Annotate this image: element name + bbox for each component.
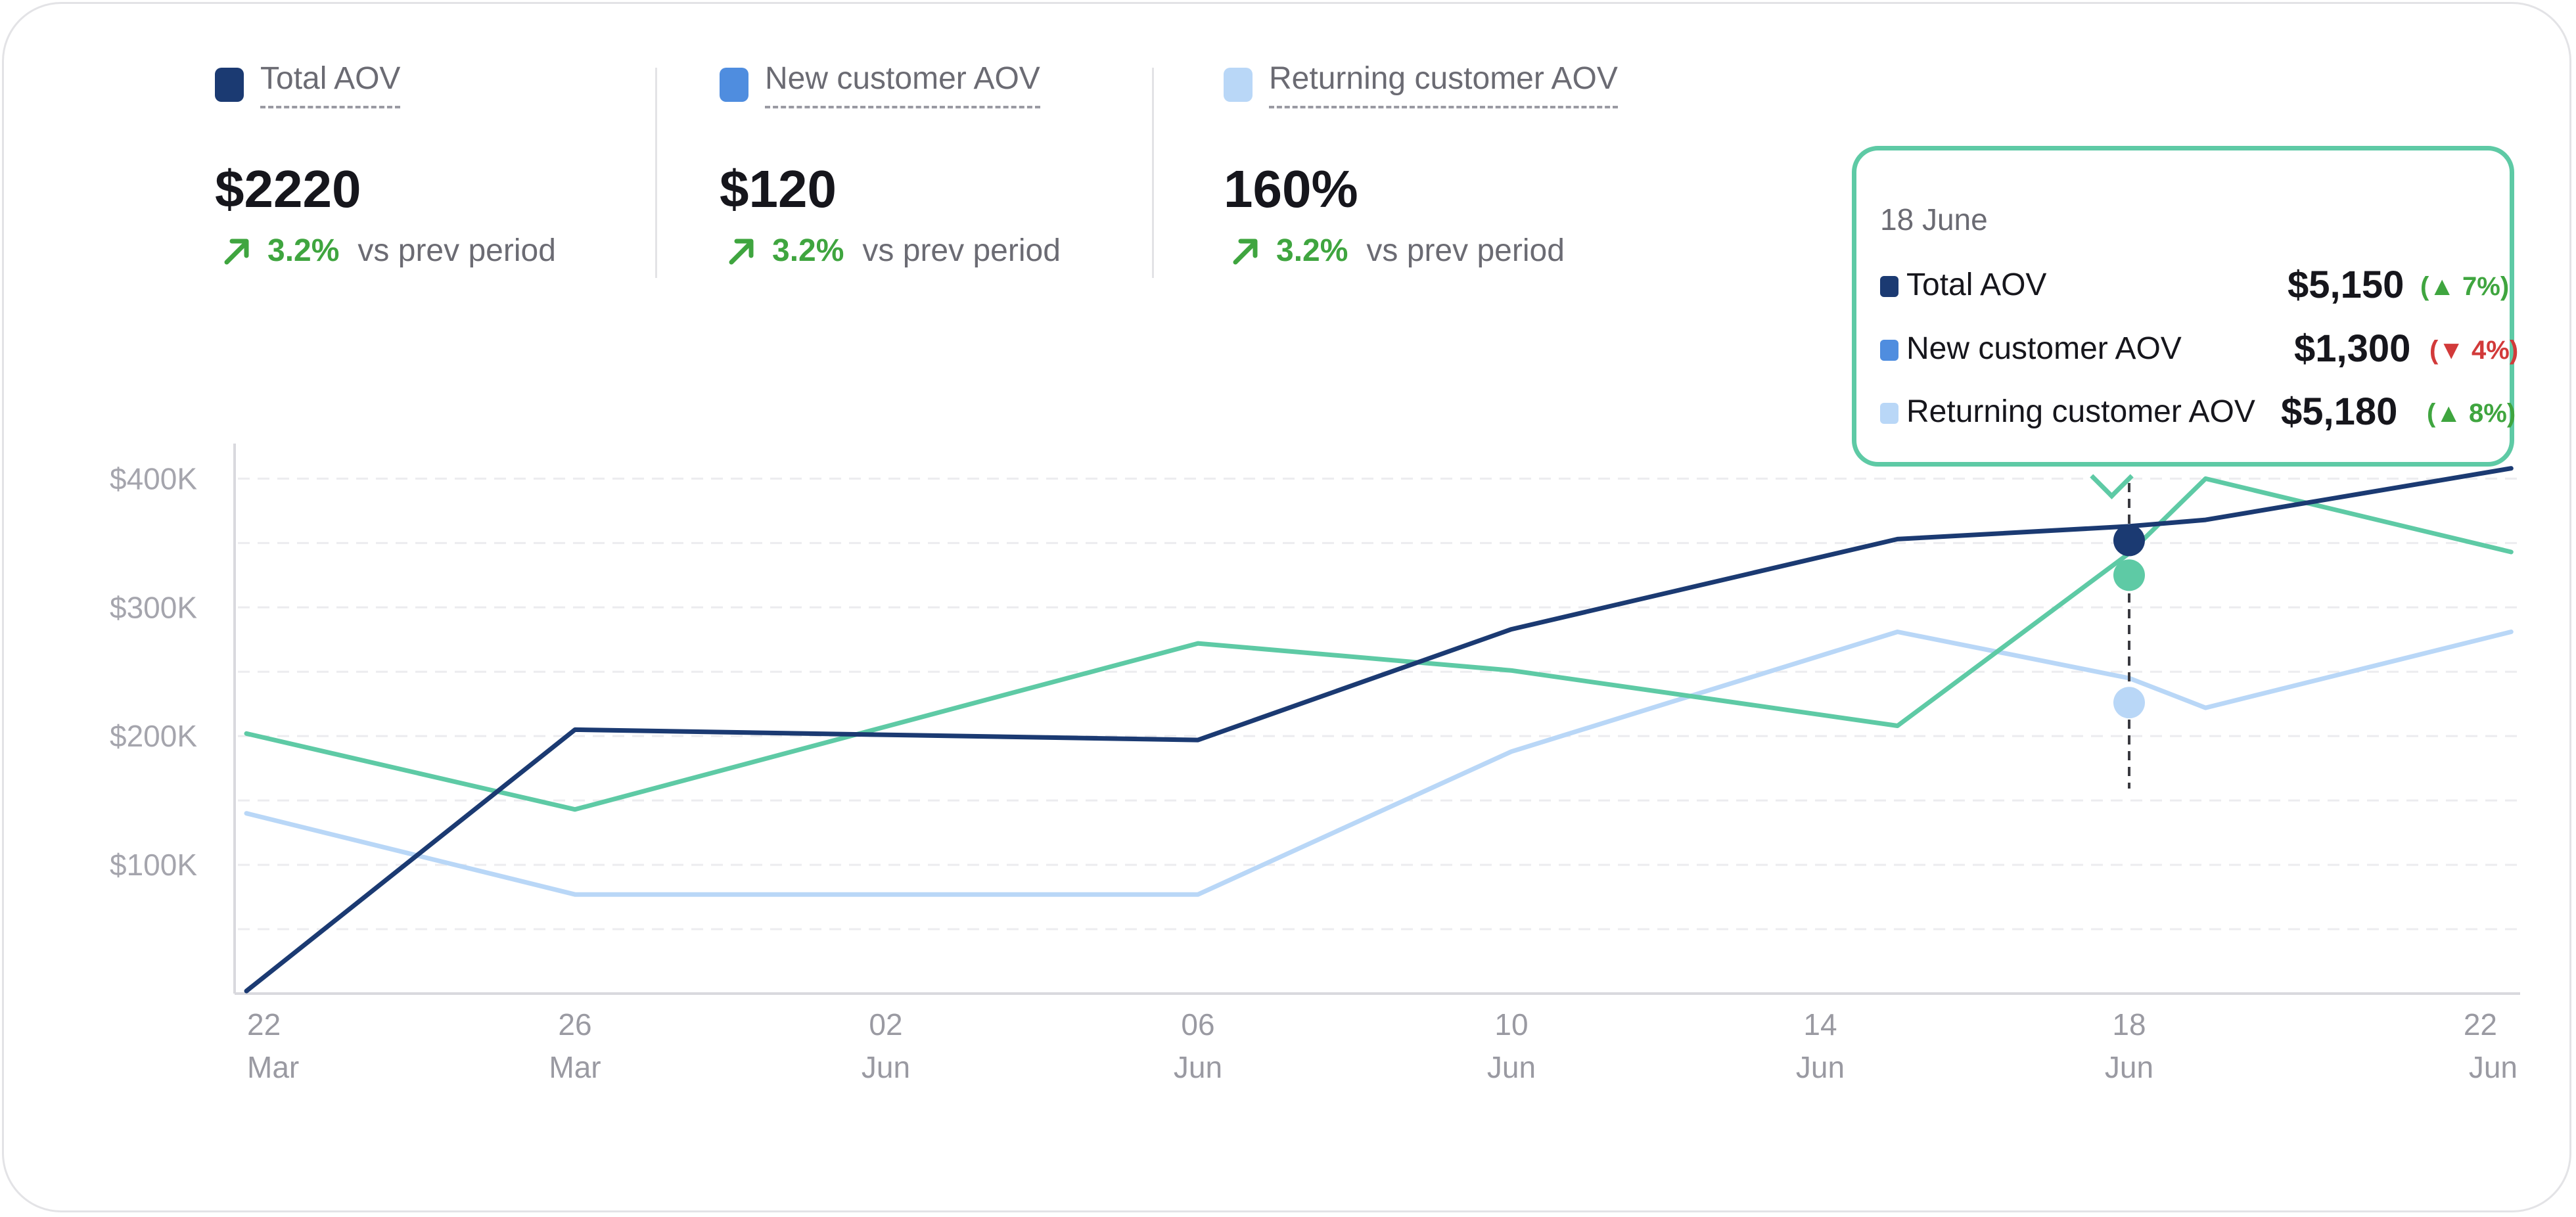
- x-tick: 18 Jun: [2105, 1007, 2153, 1084]
- kpi-label[interactable]: Total AOV: [260, 60, 401, 108]
- arrow-up-right-icon: [224, 239, 249, 264]
- tooltip-series-name: New customer AOV: [1906, 331, 2182, 366]
- legend-swatch-total: [215, 67, 244, 102]
- arrow-up-right-icon: [729, 239, 754, 264]
- x-tick-day: 18: [2112, 1007, 2146, 1042]
- x-tick: 22 Jun: [2464, 1007, 2518, 1084]
- chart-grid: [238, 477, 2520, 930]
- y-tick-label: $400K: [110, 461, 197, 495]
- kpi-change-percent: 3.2%: [1276, 233, 1348, 268]
- triangle-up-icon: ▲: [2429, 272, 2455, 301]
- tooltip-series-change: (▲ 8%): [2427, 399, 2516, 428]
- kpi-label[interactable]: New customer AOV: [765, 60, 1040, 108]
- series-line-teal: [244, 476, 2514, 812]
- kpi-divider: [1152, 68, 1154, 278]
- tooltip-series-name: Returning customer AOV: [1906, 394, 2255, 429]
- tooltip-change-value: 8%: [2469, 399, 2507, 428]
- tooltip-row-total: Total AOV $5,150 (▲ 7%): [1880, 264, 2509, 306]
- arrow-up-right-icon: [1233, 239, 1258, 264]
- tooltip-series-name: Total AOV: [1906, 267, 2047, 302]
- x-tick-month: Jun: [2469, 1050, 2518, 1084]
- kpi-change-percent: 3.2%: [772, 233, 844, 268]
- x-tick-month: Jun: [1487, 1050, 1536, 1084]
- x-tick-day: 14: [1803, 1007, 1837, 1042]
- x-tick-month: Jun: [2105, 1050, 2153, 1084]
- triangle-down-icon: ▼: [2438, 336, 2464, 365]
- x-tick-month: Mar: [247, 1050, 299, 1084]
- kpi-divider: [655, 68, 657, 278]
- chart-series: [244, 466, 2514, 994]
- x-tick: 26 Mar: [549, 1007, 601, 1084]
- kpi-value: $120: [720, 160, 837, 218]
- y-tick-label: $100K: [110, 848, 197, 882]
- hover-markers: [2113, 524, 2145, 719]
- tooltip-change-value: 4%: [2472, 336, 2510, 365]
- x-tick: 22 Mar: [247, 1007, 299, 1084]
- tooltip-series-value: $5,150: [2288, 264, 2404, 306]
- kpi-value: $2220: [215, 160, 361, 218]
- x-tick: 02 Jun: [862, 1007, 910, 1084]
- x-axis-ticks: 22 Mar 26 Mar 02 Jun 06 Jun 10 Jun 14 Jun 18 Jun 22 Jun: [247, 1007, 2518, 1084]
- y-axis-ticks: $100K $200K $300K $400K: [110, 461, 197, 882]
- x-tick: 06 Jun: [1174, 1007, 1222, 1084]
- tooltip-series-value: $1,300: [2294, 327, 2411, 370]
- x-tick: 14 Jun: [1796, 1007, 1845, 1084]
- x-tick-month: Jun: [1796, 1050, 1845, 1084]
- kpi-new-customer-aov[interactable]: New customer AOV $120 3.2% vs prev perio…: [720, 60, 1061, 268]
- kpi-change: 3.2% vs prev period: [1230, 233, 1565, 269]
- triangle-up-icon: ▲: [2435, 399, 2462, 428]
- kpi-change-suffix: vs prev period: [1366, 233, 1565, 268]
- kpi-change: 3.2% vs prev period: [221, 233, 556, 269]
- x-tick-day: 06: [1181, 1007, 1214, 1042]
- tooltip-date: 18 June: [1880, 202, 1988, 237]
- chart-tooltip: 18 June Total AOV $5,150 (▲ 7%) New cust…: [1852, 146, 2518, 467]
- kpi-label[interactable]: Returning customer AOV: [1269, 60, 1618, 108]
- tooltip-swatch: [1880, 403, 1898, 424]
- kpi-returning-customer-aov[interactable]: Returning customer AOV 160% 3.2% vs prev…: [1224, 60, 1618, 268]
- kpi-change-percent: 3.2%: [267, 233, 340, 268]
- legend-swatch-returning: [1224, 67, 1253, 102]
- x-tick-day: 02: [869, 1007, 902, 1042]
- y-tick-label: $200K: [110, 719, 197, 753]
- series-line-returning: [244, 630, 2514, 897]
- tooltip-row-new: New customer AOV $1,300 (▼ 4%): [1880, 327, 2518, 370]
- x-tick: 10 Jun: [1487, 1007, 1536, 1084]
- x-tick-day: 26: [558, 1007, 591, 1042]
- hover-marker-returning: [2113, 687, 2145, 719]
- kpi-total-aov[interactable]: Total AOV $2220 3.2% vs prev period: [215, 60, 556, 268]
- kpi-value: 160%: [1224, 160, 1358, 218]
- tooltip-change-value: 7%: [2462, 272, 2500, 301]
- kpi-change: 3.2% vs prev period: [726, 233, 1061, 269]
- x-tick-day: 22: [247, 1007, 281, 1042]
- x-tick-day: 22: [2464, 1007, 2497, 1042]
- x-tick-month: Jun: [1174, 1050, 1222, 1084]
- hover-marker-teal: [2113, 559, 2145, 591]
- series-line-total: [244, 466, 2514, 994]
- x-tick-month: Jun: [862, 1050, 910, 1084]
- y-tick-label: $300K: [110, 590, 197, 624]
- tooltip-row-returning: Returning customer AOV $5,180 (▲ 8%): [1880, 390, 2516, 433]
- kpi-change-suffix: vs prev period: [357, 233, 556, 268]
- tooltip-series-change: (▼ 4%): [2429, 336, 2519, 365]
- hover-marker-total: [2113, 524, 2145, 557]
- tooltip-series-value: $5,180: [2281, 390, 2398, 433]
- tooltip-swatch: [1880, 276, 1898, 297]
- legend-swatch-new: [720, 67, 748, 102]
- x-tick-month: Mar: [549, 1050, 601, 1084]
- x-tick-day: 10: [1494, 1007, 1528, 1042]
- kpi-change-suffix: vs prev period: [862, 233, 1061, 268]
- tooltip-swatch: [1880, 340, 1898, 361]
- tooltip-series-change: (▲ 7%): [2420, 272, 2510, 301]
